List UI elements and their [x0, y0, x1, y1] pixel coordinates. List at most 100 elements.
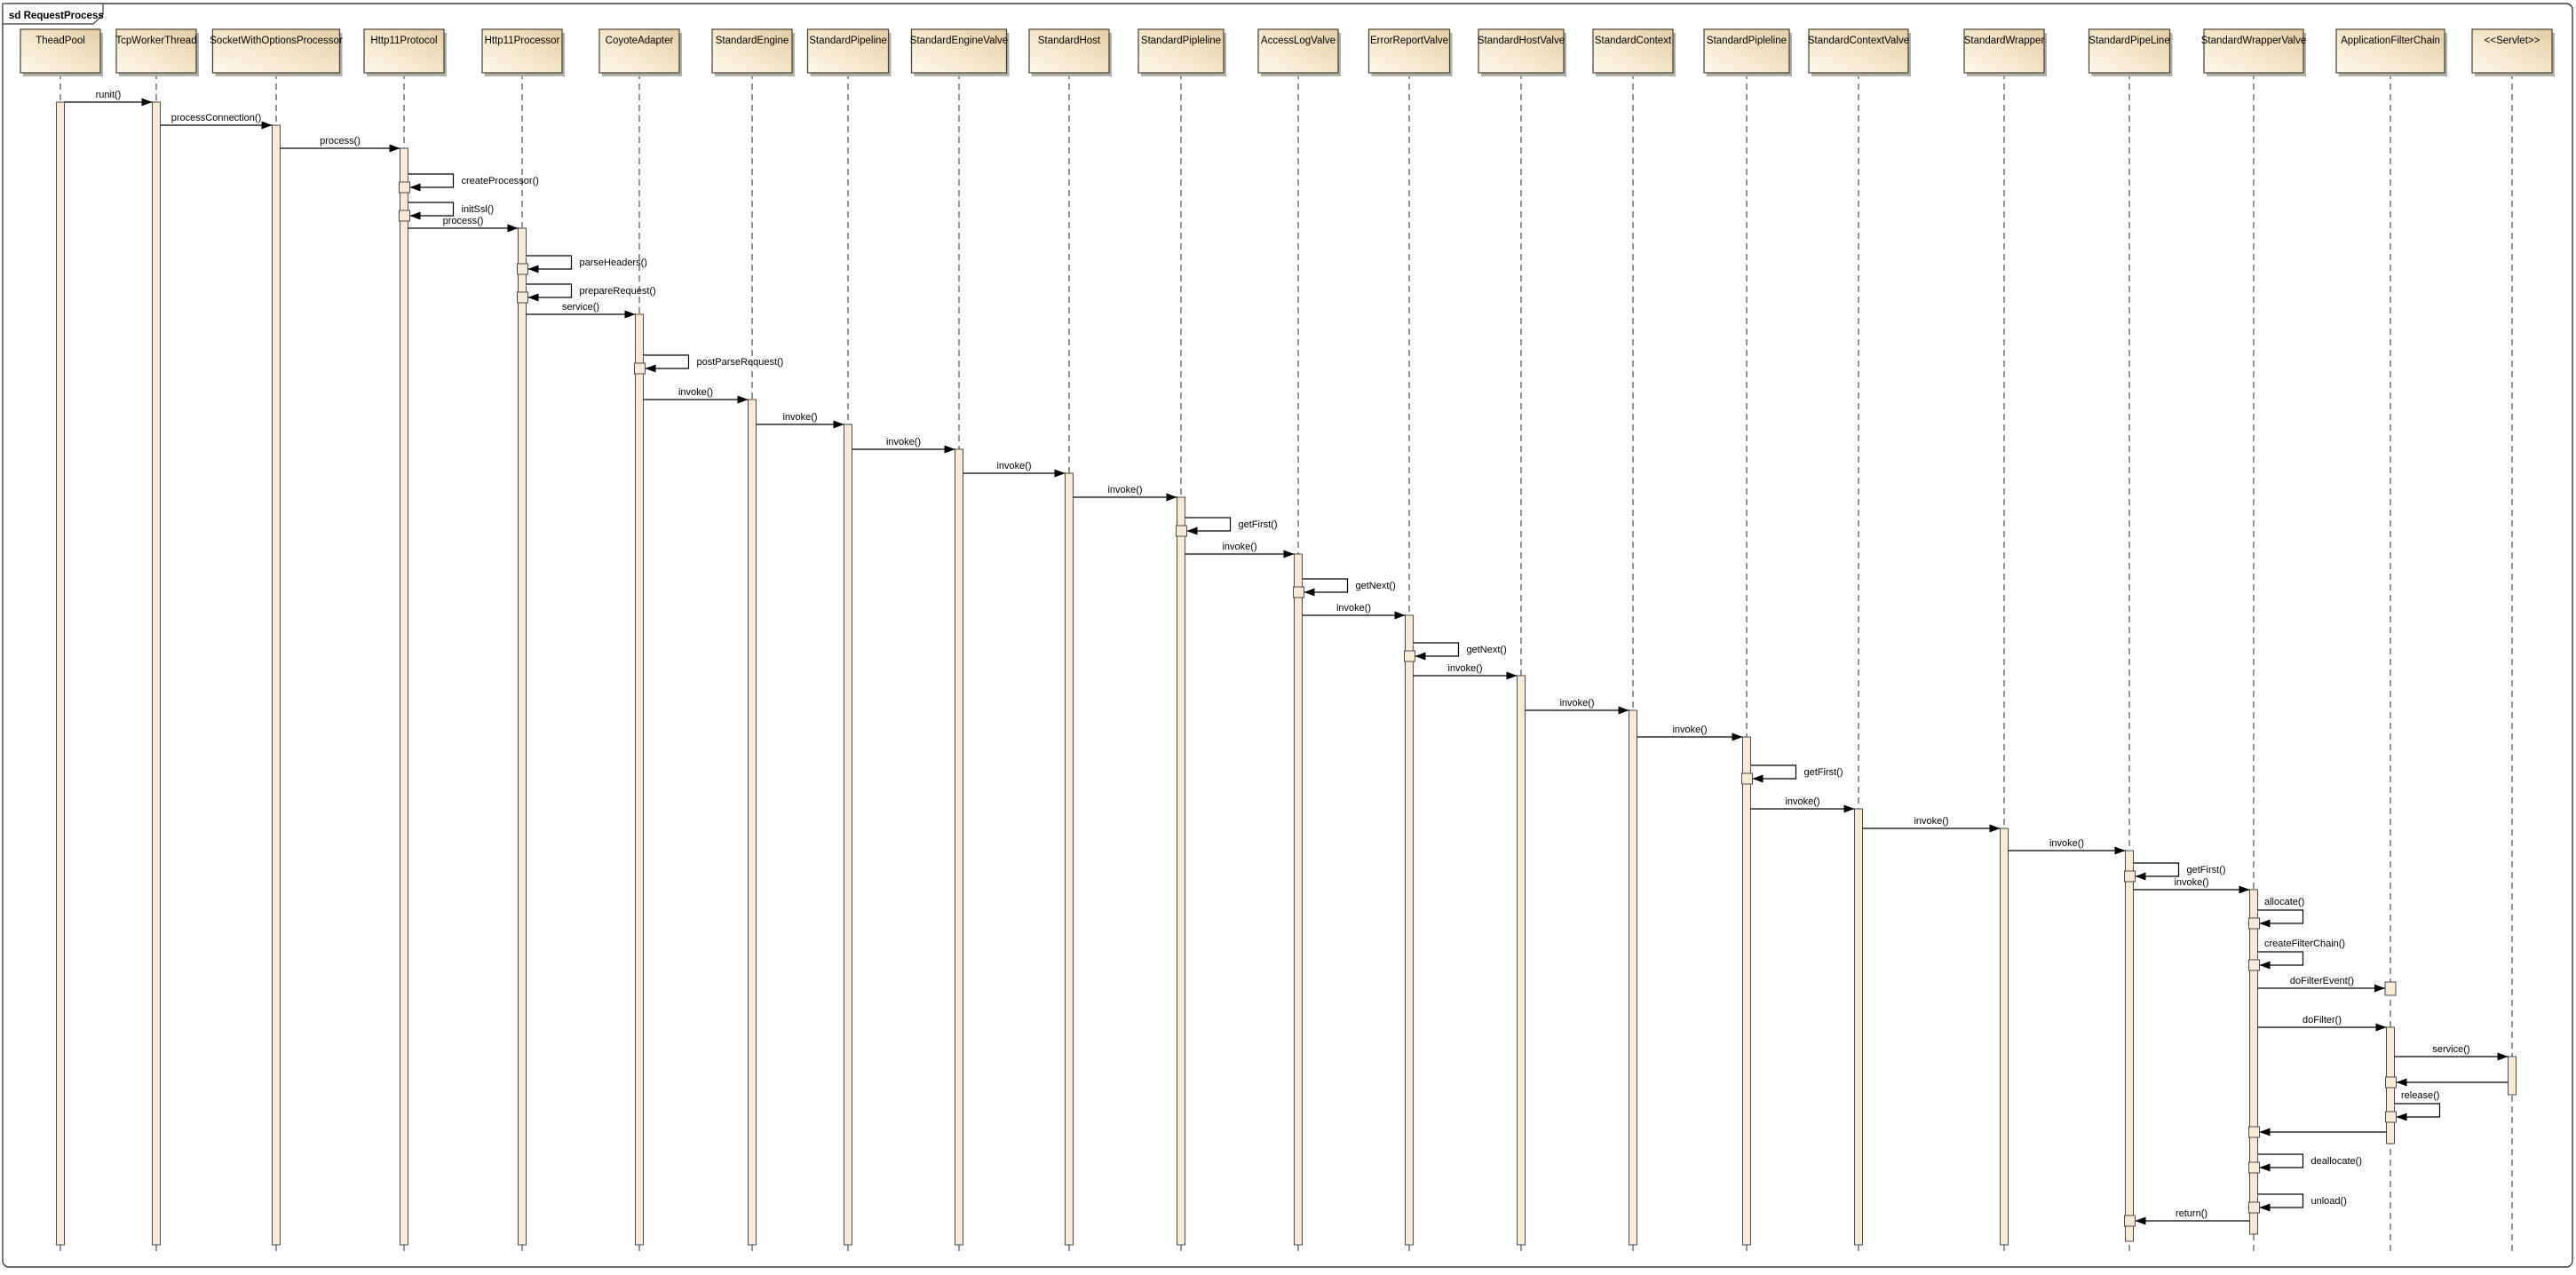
message-label: allocate() [2264, 897, 2304, 907]
message-process[interactable]: process() [280, 136, 400, 153]
self-message-loop [2133, 862, 2180, 877]
message-return[interactable] [2385, 1076, 2509, 1089]
message-invoke[interactable]: invoke() [1413, 663, 1518, 680]
activation-bar [1065, 472, 1074, 1246]
lifeline-head-standardhost[interactable]: StandardHost [1028, 28, 1112, 76]
message-getfirst[interactable]: getFirst() [2124, 862, 2226, 883]
activation-bar [272, 124, 281, 1246]
nested-activation [399, 210, 410, 222]
message-dofilterevent[interactable]: doFilterEvent() [2257, 976, 2397, 996]
self-message-loop [408, 173, 455, 188]
lifeline-head-theadpool[interactable]: TheadPool [20, 28, 103, 76]
lifeline-head-servlet[interactable]: <<Servlet>> [2471, 28, 2555, 76]
message-label: invoke() [1336, 603, 1371, 614]
activation-bar [955, 448, 963, 1246]
message-label: invoke() [1785, 796, 1819, 807]
message-invoke[interactable]: invoke() [852, 437, 955, 454]
lifeline-head-standardcontext[interactable]: StandardContext [1592, 28, 1676, 76]
message-getfirst[interactable]: getFirst() [1741, 764, 1843, 785]
nested-activation [1176, 525, 1187, 537]
message-return[interactable]: return() [2124, 1208, 2250, 1227]
nested-activation [2124, 870, 2136, 883]
nested-activation [2385, 1076, 2397, 1089]
message-process[interactable]: process() [408, 216, 519, 233]
lifeline-head-standardenginevalve[interactable]: StandardEngineValve [910, 28, 1010, 76]
message-label: unload() [2311, 1196, 2347, 1207]
lifeline-head-box [1028, 28, 1110, 74]
message-deallocate[interactable]: deallocate() [2248, 1153, 2362, 1174]
lifeline-head-errorreportvalve[interactable]: ErrorReportValve [1367, 28, 1453, 76]
message-allocate[interactable]: allocate() [2248, 897, 2305, 930]
message-initssl[interactable]: initSsl() [399, 202, 495, 222]
message-postparserequest[interactable]: postParseRequest() [634, 354, 784, 375]
message-arrowhead-icon [2259, 961, 2271, 970]
message-arrowhead-icon [2259, 1163, 2271, 1172]
message-processconnection[interactable]: processConnection() [160, 113, 273, 130]
activation-bar [2249, 889, 2258, 1235]
self-message-loop [2257, 1153, 2304, 1168]
message-arrowhead-icon [1989, 824, 2001, 833]
message-label: process() [320, 136, 361, 147]
nested-activation [2248, 1126, 2260, 1138]
message-label: invoke() [1222, 542, 1256, 552]
message-arrowhead-icon [833, 420, 844, 429]
message-parseheaders[interactable]: parseHeaders() [517, 255, 647, 275]
message-invoke[interactable]: invoke() [1073, 485, 1177, 502]
activation-bar [56, 101, 65, 1246]
activation-bar [1177, 496, 1185, 1246]
message-invoke[interactable]: invoke() [1185, 542, 1295, 558]
message-invoke[interactable]: invoke() [1637, 725, 1743, 741]
message-arrowhead-icon [2259, 1128, 2271, 1136]
message-invoke[interactable]: invoke() [756, 412, 844, 429]
message-label: deallocate() [2311, 1156, 2362, 1167]
message-invoke[interactable]: invoke() [1525, 698, 1629, 715]
lifeline-head-applicationfilterchain[interactable]: ApplicationFilterChain [2335, 28, 2447, 76]
lifeline-head-standardengine[interactable]: StandardEngine [711, 28, 795, 76]
lifeline-head-accesslogvalve[interactable]: AccessLogValve [1257, 28, 1341, 76]
lifeline-head-socketwithoptionsprocessor[interactable]: SocketWithOptionsProcessor [210, 28, 343, 76]
message-label: createFilterChain() [2264, 938, 2345, 949]
message-unload[interactable]: unload() [2248, 1193, 2347, 1214]
activation-bar [844, 424, 852, 1246]
lifeline-head-standardpipeline[interactable]: StandardPipeline [806, 28, 892, 76]
message-invoke[interactable]: invoke() [643, 387, 749, 404]
message-runit[interactable]: runit() [64, 90, 153, 107]
lifeline-head-standardpipeline[interactable]: StandardPipeLine [2088, 28, 2173, 76]
self-message-loop [643, 354, 690, 369]
lifeline-head-standardcontextvalve[interactable]: StandardContextValve [1808, 28, 1911, 76]
lifeline-head-tcpworkerthread[interactable]: TcpWorkerThread [115, 28, 199, 76]
message-createfilterchain[interactable]: createFilterChain() [2248, 938, 2346, 971]
message-dofilter[interactable]: doFilter() [2257, 1015, 2387, 1032]
message-getnext[interactable]: getNext() [1293, 578, 1396, 598]
message-createprocessor[interactable]: createProcessor() [399, 173, 539, 194]
message-invoke[interactable]: invoke() [2133, 877, 2250, 894]
message-label: invoke() [1447, 663, 1482, 674]
lifeline-head-standardhostvalve[interactable]: StandardHostValve [1478, 28, 1566, 76]
lifeline-head-standardpipleline[interactable]: StandardPipleline [1703, 28, 1792, 76]
message-invoke[interactable]: invoke() [1862, 816, 2001, 833]
message-preparerequest[interactable]: prepareRequest() [517, 283, 656, 304]
message-service[interactable]: service() [2394, 1044, 2509, 1061]
message-getfirst[interactable]: getFirst() [1176, 517, 1278, 537]
message-invoke[interactable]: invoke() [963, 461, 1066, 478]
lifeline-head-standardpipleline[interactable]: StandardPipleline [1137, 28, 1226, 76]
message-service[interactable]: service() [526, 302, 636, 319]
lifeline-head-box [1367, 28, 1451, 74]
lifeline-head-http11protocol[interactable]: Http11Protocol [363, 28, 447, 76]
lifeline-head-label: StandardPipleline [1707, 36, 1787, 46]
nested-activation [2248, 959, 2260, 971]
lifeline-head-standardwrapper[interactable]: StandardWrapper [1963, 28, 2047, 76]
message-return[interactable] [2248, 1126, 2387, 1138]
lifeline-head-box [1137, 28, 1225, 74]
message-invoke[interactable]: invoke() [2008, 838, 2126, 855]
lifeline-head-coyoteadapter[interactable]: CoyoteAdapter [598, 28, 682, 76]
message-arrowhead-icon [1752, 774, 1764, 783]
lifeline-head-standardwrappervalve[interactable]: StandardWrapperValve [2201, 28, 2306, 76]
lifeline-head-http11processor[interactable]: Http11Processor [481, 28, 565, 76]
message-invoke[interactable]: invoke() [1302, 603, 1406, 620]
message-label: invoke() [1107, 485, 1142, 495]
self-message-loop [1413, 642, 1460, 657]
message-getnext[interactable]: getNext() [1404, 642, 1507, 662]
message-release[interactable]: release() [2385, 1090, 2441, 1123]
message-invoke[interactable]: invoke() [1750, 796, 1855, 813]
